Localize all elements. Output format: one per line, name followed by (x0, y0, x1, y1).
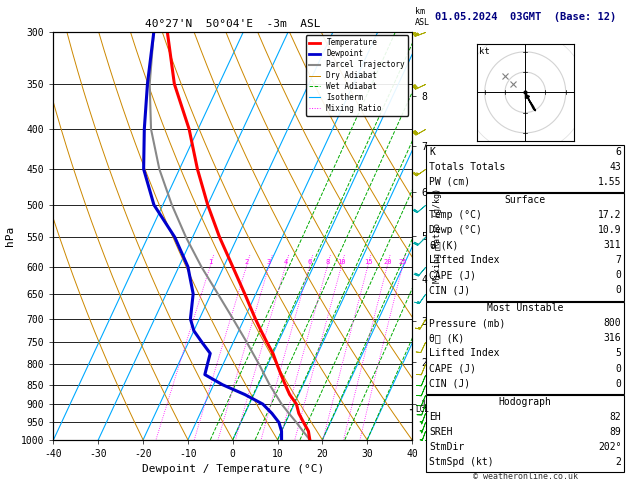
Text: Most Unstable: Most Unstable (487, 303, 564, 313)
Text: Totals Totals: Totals Totals (429, 162, 505, 172)
Y-axis label: hPa: hPa (6, 226, 15, 246)
Text: 5: 5 (616, 348, 621, 359)
Text: 89: 89 (610, 427, 621, 437)
Text: CIN (J): CIN (J) (429, 285, 470, 295)
Text: Mixing Ratio (g/kg): Mixing Ratio (g/kg) (433, 188, 442, 283)
Text: Surface: Surface (504, 195, 546, 205)
Text: © weatheronline.co.uk: © weatheronline.co.uk (473, 472, 577, 481)
Text: km
ASL: km ASL (415, 7, 430, 27)
Text: 20: 20 (383, 260, 392, 265)
Text: Hodograph: Hodograph (499, 397, 552, 407)
Text: 4: 4 (284, 260, 287, 265)
Text: SREH: SREH (429, 427, 452, 437)
Text: PW (cm): PW (cm) (429, 177, 470, 187)
Text: LCL: LCL (415, 405, 429, 414)
Text: kt: kt (479, 47, 489, 56)
Text: CAPE (J): CAPE (J) (429, 270, 476, 280)
Text: 10: 10 (337, 260, 346, 265)
Text: 17.2: 17.2 (598, 210, 621, 220)
Text: 1.55: 1.55 (598, 177, 621, 187)
Text: 0: 0 (616, 285, 621, 295)
Text: 311: 311 (604, 240, 621, 250)
Title: 40°27'N  50°04'E  -3m  ASL: 40°27'N 50°04'E -3m ASL (145, 19, 321, 30)
Text: 15: 15 (364, 260, 372, 265)
Text: K: K (429, 147, 435, 157)
Text: Temp (°C): Temp (°C) (429, 210, 482, 220)
Text: 1: 1 (208, 260, 213, 265)
Text: 0: 0 (616, 379, 621, 389)
Text: Lifted Index: Lifted Index (429, 348, 499, 359)
Text: StmSpd (kt): StmSpd (kt) (429, 457, 494, 467)
Legend: Temperature, Dewpoint, Parcel Trajectory, Dry Adiabat, Wet Adiabat, Isotherm, Mi: Temperature, Dewpoint, Parcel Trajectory… (306, 35, 408, 116)
Text: CAPE (J): CAPE (J) (429, 364, 476, 374)
Text: 43: 43 (610, 162, 621, 172)
Text: 8: 8 (325, 260, 330, 265)
Text: 7: 7 (616, 255, 621, 265)
Text: 800: 800 (604, 318, 621, 329)
Text: θᴁ(K): θᴁ(K) (429, 240, 459, 250)
X-axis label: Dewpoint / Temperature (°C): Dewpoint / Temperature (°C) (142, 465, 324, 474)
Text: 6: 6 (308, 260, 312, 265)
Text: 82: 82 (610, 412, 621, 422)
Text: 202°: 202° (598, 442, 621, 452)
Text: Dewp (°C): Dewp (°C) (429, 225, 482, 235)
Text: 01.05.2024  03GMT  (Base: 12): 01.05.2024 03GMT (Base: 12) (435, 12, 616, 22)
Text: StmDir: StmDir (429, 442, 464, 452)
Text: 0: 0 (616, 270, 621, 280)
Text: CIN (J): CIN (J) (429, 379, 470, 389)
Text: 25: 25 (398, 260, 407, 265)
Text: EH: EH (429, 412, 441, 422)
Text: 2: 2 (616, 457, 621, 467)
Text: 2: 2 (245, 260, 249, 265)
Text: 0: 0 (616, 364, 621, 374)
Text: θᴁ (K): θᴁ (K) (429, 333, 464, 344)
Text: 3: 3 (267, 260, 271, 265)
Text: 316: 316 (604, 333, 621, 344)
Text: 6: 6 (616, 147, 621, 157)
Text: 10.9: 10.9 (598, 225, 621, 235)
Text: Lifted Index: Lifted Index (429, 255, 499, 265)
Text: Pressure (mb): Pressure (mb) (429, 318, 505, 329)
